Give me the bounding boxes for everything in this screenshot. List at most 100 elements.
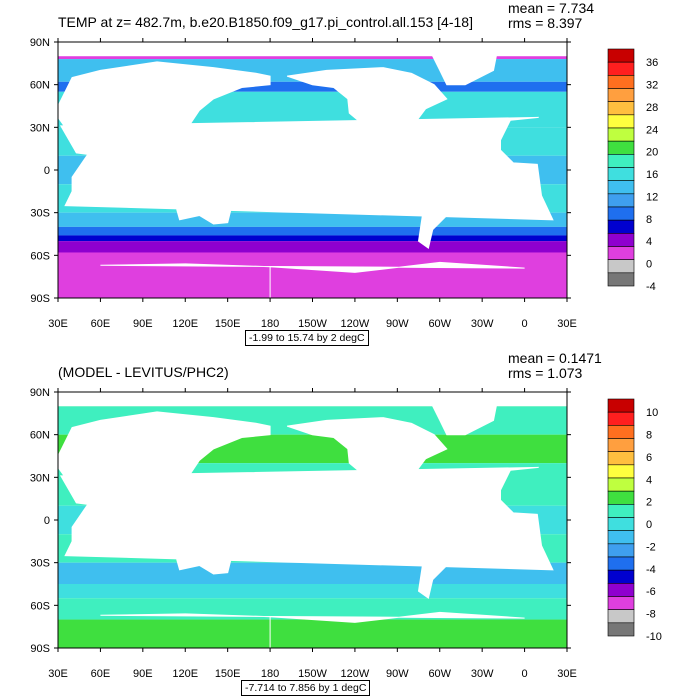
polar-mask <box>58 42 567 57</box>
x-tick-label: 0 <box>522 318 528 330</box>
x-tick-label: 30W <box>471 318 494 330</box>
ocean-band <box>58 226 567 236</box>
ocean-band <box>58 235 567 242</box>
colorbar-label: 6 <box>646 452 652 464</box>
colorbar-swatch <box>607 167 635 181</box>
map-area <box>57 42 567 298</box>
polar-mask <box>58 392 567 407</box>
colorbar-swatch <box>607 411 635 426</box>
colorbar-swatch <box>607 398 635 413</box>
x-tick-label: 150E <box>215 668 241 680</box>
colorbar-swatch <box>607 583 635 597</box>
map-plot: 30E 60E 90E 120E 150E 180 150W 120W 90W 60W 30W 0 30… <box>30 387 662 680</box>
y-tick-label: 0 <box>44 515 50 527</box>
y-tick-label: 60N <box>30 80 50 92</box>
x-tick-label: 0 <box>522 668 528 680</box>
x-tick-label: 90E <box>133 318 153 330</box>
x-tick-label: 180 <box>261 318 279 330</box>
colorbar-swatch <box>607 75 635 89</box>
colorbar: 36 32 28 24 20 16 12 8 4 0 -4 <box>607 48 658 293</box>
colorbar-label: 36 <box>646 57 658 69</box>
x-tick-label: 90W <box>386 668 409 680</box>
colorbar-label: 32 <box>646 80 658 92</box>
colorbar-swatch <box>607 246 635 260</box>
colorbar-swatch <box>607 127 635 142</box>
ocean-band <box>58 81 567 92</box>
colorbar-swatch <box>607 48 635 63</box>
map-plot: 30E 60E 90E 120E 150E 180 150W 120W 90W 60W 30W 0 30… <box>30 37 658 330</box>
colorbar-label: 8 <box>646 214 652 226</box>
x-tick-label: 60W <box>428 668 451 680</box>
colorbar-swatch <box>607 154 635 168</box>
colorbar-label: 20 <box>646 147 658 159</box>
colorbar-swatch <box>607 88 635 102</box>
panel-title: TEMP at z= 482.7m, b.e20.B1850.f09_g17.p… <box>58 14 473 30</box>
colorbar-swatch <box>607 114 635 129</box>
colorbar-swatch <box>607 543 635 558</box>
north-america-landmass <box>286 67 448 160</box>
colorbar-label: -4 <box>646 281 656 293</box>
antarctica-landmass <box>100 261 525 298</box>
y-tick-label: 90N <box>30 37 50 49</box>
x-tick-label: 60W <box>428 318 451 330</box>
colorbar-label: 2 <box>646 497 652 509</box>
colorbar-swatch <box>607 272 635 287</box>
colorbar-swatch <box>607 259 635 274</box>
colorbar-label: 10 <box>646 407 658 419</box>
colorbar-swatch <box>607 61 635 76</box>
colorbar-label: -4 <box>646 564 656 576</box>
y-tick-label: 30S <box>30 558 50 570</box>
x-tick-label: 30E <box>557 318 577 330</box>
axes: 30E 60E 90E 120E 150E 180 150W 120W 90W 60W 30W 0 30… <box>30 37 577 330</box>
colorbar-label: -6 <box>646 586 656 598</box>
range-label: -7.714 to 7.856 by 1 degC <box>241 680 371 696</box>
x-tick-label: 120E <box>172 318 198 330</box>
colorbar-swatch <box>607 477 635 492</box>
colorbar-swatch <box>607 438 635 452</box>
range-label: -1.99 to 15.74 by 2 degC <box>245 330 369 346</box>
y-tick-label: 90S <box>30 293 50 305</box>
map-area <box>57 392 567 648</box>
mean-stat: mean = 7.734 <box>508 0 595 16</box>
colorbar-swatch <box>607 517 635 531</box>
colorbar-swatch <box>607 490 635 505</box>
antarctica-landmass <box>100 611 525 648</box>
difference-panel: (MODEL - LEVITUS/PHC2) mean = 0.1471 rms… <box>0 350 700 700</box>
colorbar-label: 4 <box>646 474 652 486</box>
x-tick-label: 90E <box>133 668 153 680</box>
colorbar-swatch <box>607 180 635 195</box>
ocean-band <box>58 252 567 298</box>
ocean-band <box>58 241 567 253</box>
y-tick-label: 0 <box>44 165 50 177</box>
south-america-landmass <box>411 155 476 250</box>
x-tick-label: 150E <box>215 318 241 330</box>
x-tick-label: 90W <box>386 318 409 330</box>
stats-block: mean = 7.734 rms = 8.397 <box>508 1 594 31</box>
x-tick-label: 30E <box>48 668 68 680</box>
temperature-panel: TEMP at z= 482.7m, b.e20.B1850.f09_g17.p… <box>30 1 658 346</box>
colorbar-swatch <box>607 530 635 545</box>
colorbar-label: -8 <box>646 609 656 621</box>
x-tick-label: 120W <box>341 668 370 680</box>
eurasia-landmass <box>57 61 271 157</box>
x-tick-label: 30E <box>557 668 577 680</box>
x-tick-label: 30W <box>471 668 494 680</box>
colorbar-label: 0 <box>646 259 652 271</box>
stats-block: mean = 0.1471 rms = 1.073 <box>508 351 602 381</box>
rms-stat: rms = 8.397 <box>508 15 583 31</box>
colorbar-swatch <box>607 193 635 208</box>
colorbar-label: 8 <box>646 430 652 442</box>
colorbar-label: 24 <box>646 124 658 136</box>
rms-stat: rms = 1.073 <box>508 365 583 381</box>
x-tick-label: 60E <box>91 318 111 330</box>
colorbar-label: 0 <box>646 519 652 531</box>
colorbar: 10 8 6 4 2 0 -2 -4 -6 -8 -10 <box>607 398 662 643</box>
colorbar-swatch <box>607 140 635 155</box>
colorbar-swatch <box>607 556 635 571</box>
colorbar-swatch <box>607 464 635 479</box>
x-tick-label: 180 <box>261 668 279 680</box>
colorbar-swatch <box>607 622 635 637</box>
y-tick-label: 60N <box>30 430 50 442</box>
australia-landmass <box>176 185 233 225</box>
colorbar-label: 12 <box>646 191 658 203</box>
